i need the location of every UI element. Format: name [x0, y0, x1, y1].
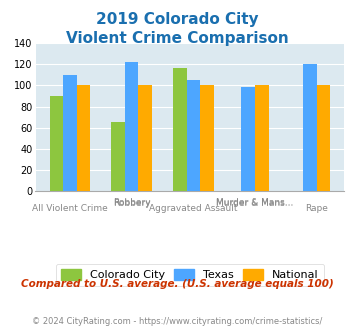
Bar	[125, 62, 138, 191]
Text: Rape: Rape	[305, 204, 328, 213]
Text: All Violent Crime: All Violent Crime	[32, 204, 108, 213]
Text: Aggravated Assault: Aggravated Assault	[149, 204, 237, 213]
Text: Violent Crime Comparison: Violent Crime Comparison	[66, 31, 289, 46]
Bar	[63, 75, 77, 191]
Bar	[186, 80, 200, 191]
Text: 2019 Colorado City: 2019 Colorado City	[96, 12, 259, 26]
Text: © 2024 CityRating.com - https://www.cityrating.com/crime-statistics/: © 2024 CityRating.com - https://www.city…	[32, 317, 323, 326]
Text: Robbery: Robbery	[113, 199, 151, 208]
Bar	[241, 87, 255, 191]
Legend: Colorado City, Texas, National: Colorado City, Texas, National	[56, 264, 324, 286]
Text: Robbery: Robbery	[113, 198, 151, 207]
Text: Compared to U.S. average. (U.S. average equals 100): Compared to U.S. average. (U.S. average …	[21, 279, 334, 289]
Bar	[200, 85, 214, 191]
Bar	[173, 68, 186, 191]
Bar	[303, 64, 317, 191]
Text: Murder & Mans...: Murder & Mans...	[216, 198, 294, 207]
Bar	[138, 85, 152, 191]
Bar	[50, 96, 63, 191]
Bar	[111, 122, 125, 191]
Bar	[317, 85, 330, 191]
Bar	[77, 85, 90, 191]
Bar	[255, 85, 269, 191]
Text: Murder & Mans...: Murder & Mans...	[216, 199, 294, 208]
